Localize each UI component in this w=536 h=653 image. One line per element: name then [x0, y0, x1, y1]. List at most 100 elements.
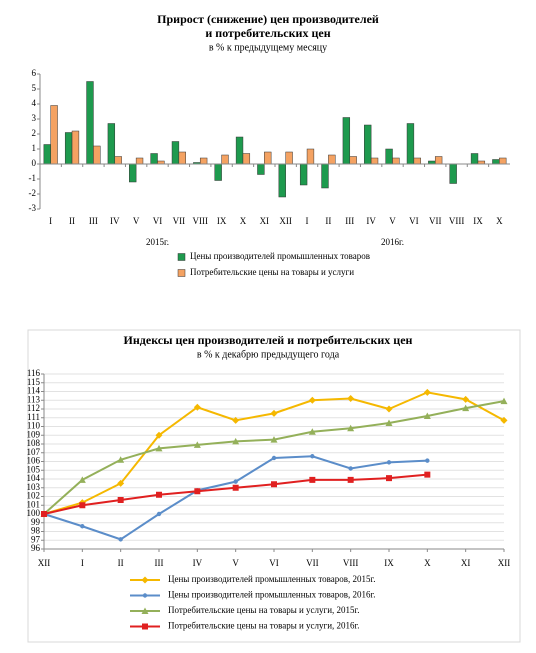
point [347, 476, 354, 483]
point [347, 395, 355, 402]
bar [129, 163, 137, 183]
legend-marker [142, 623, 148, 630]
point [78, 476, 86, 483]
bar [50, 105, 58, 165]
point [385, 405, 393, 413]
point [232, 437, 240, 445]
point [193, 441, 201, 448]
legend-marker [142, 593, 148, 598]
bar [150, 153, 158, 165]
legend-swatch [177, 269, 186, 277]
point [385, 419, 393, 426]
legend-label: Цены производителей промышленных товаров… [168, 590, 375, 600]
x-tick-label: VII [306, 558, 319, 568]
y-tick-label: 104 [27, 473, 41, 483]
bar [242, 153, 251, 165]
bar [43, 144, 51, 165]
x-tick-label: X [424, 558, 431, 568]
x-tick-label: IX [473, 216, 483, 226]
y-tick-label: 108 [27, 438, 41, 448]
bar [349, 156, 357, 165]
x-tick-label: III [89, 216, 98, 226]
y-tick-label: -3 [29, 203, 37, 213]
y-tick-label: 0 [32, 158, 37, 168]
legend-marker [141, 607, 149, 614]
y-tick-label: -1 [29, 173, 37, 183]
bar [299, 163, 308, 186]
x-tick-label: VII [429, 216, 442, 226]
point [425, 458, 430, 463]
bar [449, 163, 457, 184]
group-label: 2015г. [146, 237, 169, 247]
bar [364, 124, 372, 165]
point [117, 497, 124, 503]
x-tick-label: XI [260, 216, 270, 226]
x-tick-label: I [81, 558, 84, 568]
y-tick-label: 6 [32, 68, 37, 78]
bar [492, 159, 500, 165]
x-tick-label: XII [279, 216, 292, 226]
y-tick-label: 115 [27, 377, 41, 387]
bar [93, 145, 101, 165]
bar [321, 163, 329, 189]
y-tick-label: -2 [29, 188, 37, 198]
chart-title: Индексы цен производителей и потребитель… [124, 333, 413, 347]
point [462, 395, 470, 403]
legend-label: Потребительские цены на товары и услуги,… [168, 621, 359, 631]
y-tick-label: 103 [27, 482, 41, 492]
bar [285, 151, 293, 165]
point [233, 479, 238, 484]
point [310, 454, 315, 459]
y-tick-label: 113 [27, 394, 41, 404]
point [156, 511, 162, 517]
y-tick-label: 3 [32, 113, 37, 123]
bar [171, 141, 180, 165]
point [270, 409, 278, 417]
point [423, 412, 431, 419]
bar [306, 148, 315, 165]
y-tick-label: 114 [27, 386, 41, 396]
chart-subtitle: в % к декабрю предыдущего года [197, 349, 340, 360]
bar [107, 123, 116, 165]
point [386, 460, 392, 465]
y-tick-label: 109 [27, 429, 41, 439]
x-tick-label: III [345, 216, 354, 226]
y-tick-label: 116 [27, 368, 41, 378]
x-tick-label: XI [461, 558, 471, 568]
point [193, 403, 201, 411]
y-tick-label: 112 [27, 403, 40, 413]
point [156, 491, 162, 498]
bar [178, 151, 186, 165]
y-tick-label: 98 [31, 526, 41, 536]
x-tick-label: VI [269, 558, 279, 568]
point [232, 416, 240, 424]
bar [434, 156, 443, 165]
point [423, 388, 431, 396]
x-tick-label: VI [153, 216, 163, 226]
bar [257, 163, 265, 175]
bar [328, 154, 336, 165]
legend-label: Потребительские цены на товары и услуги,… [168, 605, 359, 615]
chart-frame [27, 329, 521, 643]
point [232, 484, 239, 491]
y-tick-label: 102 [27, 491, 41, 501]
point [462, 404, 470, 412]
bar [370, 157, 379, 165]
y-tick-label: 4 [32, 98, 37, 108]
x-tick-label: II [69, 216, 75, 226]
bar [392, 157, 400, 165]
point [270, 436, 278, 443]
bar [86, 81, 94, 165]
x-tick-label: IV [110, 216, 120, 226]
point [80, 524, 85, 529]
y-tick-label: 1 [32, 143, 37, 153]
bar [413, 157, 421, 165]
point [194, 488, 201, 495]
x-tick-label: VII [173, 216, 186, 226]
x-tick-label: IV [366, 216, 376, 226]
y-tick-label: 105 [27, 464, 41, 474]
x-tick-label: XII [38, 558, 51, 568]
point [271, 455, 277, 461]
chart-title: и потребительских цен [205, 26, 330, 40]
